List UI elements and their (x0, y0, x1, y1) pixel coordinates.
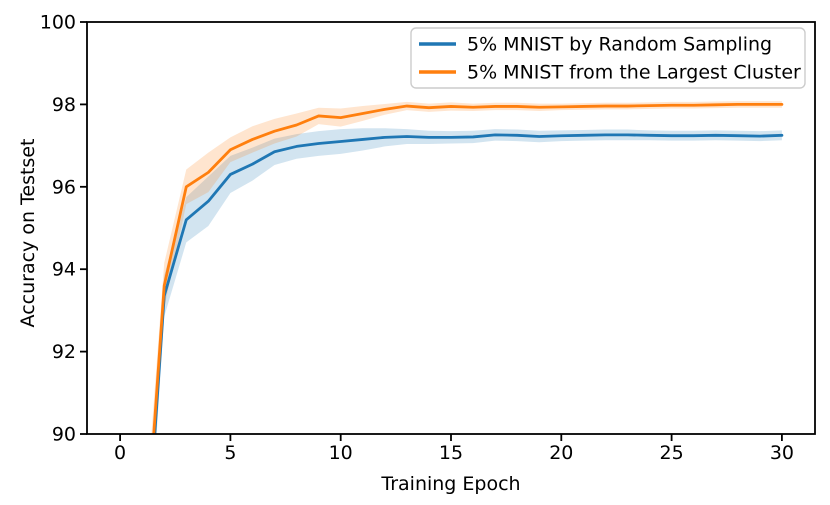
y-tick-label: 92 (52, 341, 76, 363)
series-line-0 (153, 133, 784, 434)
legend: 5% MNIST by Random Sampling 5% MNIST from… (410, 27, 806, 89)
y-tick-label: 96 (52, 176, 76, 198)
x-tick-label: 25 (660, 442, 684, 464)
plot-border (86, 21, 816, 435)
x-tick-label: 15 (439, 442, 463, 464)
y-tick-label: 90 (52, 424, 76, 446)
x-tick-label: 10 (329, 442, 353, 464)
legend-label-1: 5% MNIST from the Largest Cluster (467, 62, 801, 84)
y-tick-label: 94 (52, 259, 76, 281)
y-axis-label: Accuracy on Testset (17, 139, 39, 328)
x-tick-label: 20 (549, 442, 573, 464)
y-tick-label: 98 (52, 94, 76, 116)
x-axis-label: Training Epoch (380, 473, 520, 495)
x-tick-label: 30 (770, 442, 794, 464)
series-line-1 (152, 103, 784, 434)
x-tick-label: 5 (224, 442, 236, 464)
y-axis-ticks: 90 92 94 96 98 100 (40, 12, 87, 446)
legend-label-0: 5% MNIST by Random Sampling (467, 34, 772, 56)
legend-box (410, 27, 806, 89)
y-tick-label: 100 (40, 12, 76, 34)
series-lines (152, 103, 784, 434)
x-axis-ticks: 0 5 10 15 20 25 30 (114, 434, 794, 464)
x-tick-label: 0 (114, 442, 126, 464)
